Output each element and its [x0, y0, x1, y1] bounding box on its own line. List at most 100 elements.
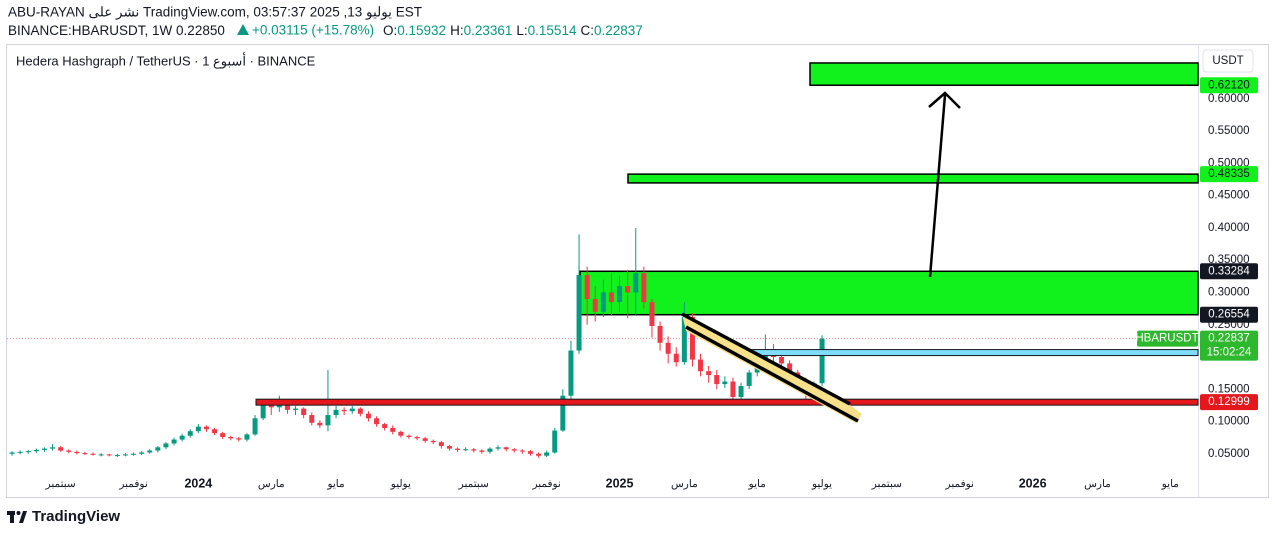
ohlc-value: 0.22837 — [594, 23, 643, 38]
ohlc: O:0.15932 H:0.23361 L:0.15514 C:0.22837 — [383, 23, 643, 38]
candle-body — [66, 450, 72, 452]
y-tick-label: 0.40000 — [1208, 222, 1250, 234]
candle-body — [374, 418, 380, 425]
candle-body — [106, 454, 112, 456]
symbol-line: BINANCE:HBARUSDT, 1W 0.22850 — [8, 23, 225, 38]
candle-body — [681, 316, 687, 363]
candle-body — [17, 451, 23, 453]
price-label-box — [1200, 306, 1258, 323]
ohlc-value: 0.15514 — [528, 23, 577, 38]
ohlc-label: O: — [383, 23, 397, 38]
candle-body — [260, 405, 266, 419]
candle-body — [673, 353, 679, 363]
candle-body — [341, 409, 347, 412]
x-tick-label: نوفمبر — [531, 478, 560, 490]
candle-body — [179, 435, 185, 440]
x-tick-label: 2025 — [606, 476, 634, 490]
currency[interactable]: USDT — [1212, 55, 1243, 67]
last-price: 0.22837 — [1208, 333, 1250, 345]
target-zone — [809, 62, 1199, 86]
candle-body — [633, 273, 639, 293]
candle-body — [252, 418, 258, 435]
candle-body — [365, 413, 371, 419]
price-label-box — [1200, 394, 1258, 411]
candle-body — [293, 408, 299, 410]
price-label: 0.12999 — [1208, 396, 1250, 408]
candle-body — [398, 431, 404, 436]
ohlc-value: 0.15932 — [397, 23, 446, 38]
candle-body — [527, 451, 533, 454]
candle-body — [268, 405, 274, 408]
candle-body — [657, 326, 663, 343]
x-tick-label: نوفمبر — [945, 478, 974, 490]
x-tick-label: يوليو — [811, 478, 832, 490]
level-line — [739, 349, 1199, 357]
x-tick-label: يوليو — [390, 478, 411, 490]
candle-body — [625, 286, 631, 293]
candle-body — [244, 434, 250, 440]
price-label: 0.48335 — [1208, 168, 1250, 180]
candle-body — [228, 436, 234, 439]
candle-body — [479, 450, 485, 452]
legend-title: Hedera Hashgraph / TetherUS · 1 أسبوع · … — [16, 52, 316, 69]
candle-body — [131, 453, 137, 455]
x-tick-label: مايو — [748, 478, 767, 490]
countdown: 15:02:24 — [1207, 347, 1252, 359]
ohlc-label: L: — [516, 23, 527, 38]
candle-body — [568, 350, 574, 396]
ohlc-value: 0.23361 — [464, 23, 513, 38]
x-tick-label: سبتمبر — [871, 478, 902, 490]
candle-body — [617, 286, 623, 303]
candle-body — [41, 448, 47, 450]
target-zone — [627, 173, 1199, 184]
candle-body — [357, 408, 363, 414]
candle-body — [665, 342, 671, 354]
candle-body — [82, 453, 88, 455]
target-zone — [579, 270, 1199, 316]
candle-body — [212, 429, 218, 434]
candle-body — [139, 452, 145, 454]
candle-body — [430, 440, 436, 443]
candle-body — [236, 438, 242, 440]
candle-body — [382, 424, 388, 428]
x-tick-label: مارس — [671, 478, 698, 490]
candle-body — [722, 381, 728, 385]
x-tick-label: 2024 — [184, 476, 212, 490]
candle-body — [220, 433, 226, 437]
candle-body — [536, 453, 542, 456]
candle-body — [50, 447, 56, 449]
price-label: 0.33284 — [1208, 265, 1250, 277]
change: +0.03115 (+15.78%) — [252, 23, 374, 38]
symbol-tag-box — [1137, 330, 1198, 347]
symbol-tag: HBARUSDT — [1135, 333, 1198, 345]
candle-body — [155, 447, 161, 451]
candle-body — [746, 372, 752, 387]
candle-body — [592, 298, 598, 312]
candle-body — [552, 430, 558, 453]
price-label: 0.26554 — [1208, 309, 1250, 321]
channel-top — [681, 312, 851, 406]
candle-body — [730, 381, 736, 397]
candle-body — [195, 426, 201, 432]
arrow — [928, 94, 947, 278]
x-tick-label: 2026 — [1019, 476, 1047, 490]
y-tick-label: 0.60000 — [1208, 93, 1250, 105]
y-tick-label: 0.10000 — [1208, 416, 1250, 428]
x-tick-label: سبتمبر — [45, 478, 76, 490]
price-label-box — [1200, 263, 1258, 280]
x-tick-label: نوفمبر — [118, 478, 147, 490]
candle-body — [787, 363, 793, 373]
candle-body — [511, 449, 517, 451]
candle-body — [203, 426, 209, 430]
candle-body — [560, 395, 566, 431]
channel-bottom — [685, 325, 859, 423]
chart-frame — [6, 44, 1269, 498]
ohlc-label: C: — [580, 23, 594, 38]
level-line — [255, 398, 1199, 406]
candle-body — [495, 447, 501, 449]
candle-body — [455, 448, 461, 450]
candle-body — [58, 447, 64, 451]
currency-box[interactable] — [1202, 49, 1254, 73]
y-tick-label: 0.55000 — [1208, 125, 1250, 137]
price: 0.22850 — [176, 23, 225, 38]
